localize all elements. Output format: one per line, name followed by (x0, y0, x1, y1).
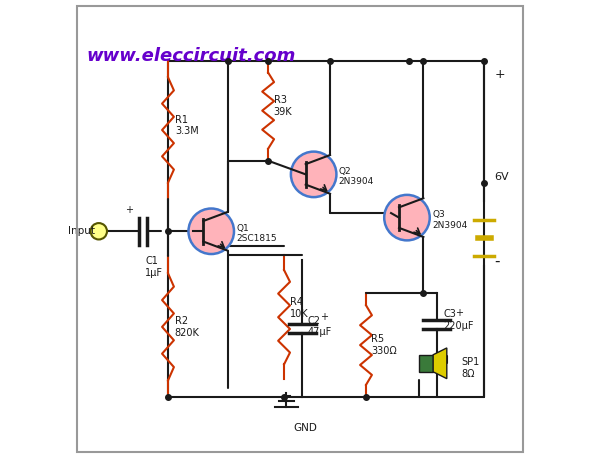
Text: R1
3.3M: R1 3.3M (175, 114, 199, 136)
Text: R3
39K: R3 39K (274, 95, 292, 117)
Text: SP1
8Ω: SP1 8Ω (461, 357, 480, 379)
Text: -: - (494, 253, 500, 268)
Text: Q2
2N3904: Q2 2N3904 (338, 167, 374, 186)
Text: +: + (494, 68, 505, 81)
Text: R5
330Ω: R5 330Ω (371, 334, 397, 356)
Text: +: + (320, 312, 328, 322)
Circle shape (291, 152, 337, 197)
Text: C3
220μF: C3 220μF (443, 309, 474, 331)
Text: R4
10K: R4 10K (290, 297, 308, 319)
Text: Q3
2N3904: Q3 2N3904 (432, 210, 467, 229)
Text: Q1
2SC1815: Q1 2SC1815 (236, 224, 277, 243)
Text: R2
820K: R2 820K (175, 316, 200, 338)
Text: www.eleccircuit.com: www.eleccircuit.com (86, 47, 295, 65)
Text: C2
47μF: C2 47μF (308, 316, 332, 337)
Text: +: + (455, 308, 463, 318)
Text: GND: GND (293, 423, 317, 433)
FancyBboxPatch shape (419, 355, 433, 372)
Text: C1
1μF: C1 1μF (145, 256, 163, 278)
Polygon shape (433, 348, 447, 379)
Text: +: + (125, 205, 133, 215)
Text: Input: Input (68, 226, 95, 236)
Text: 6V: 6V (494, 172, 509, 182)
Circle shape (384, 195, 430, 240)
Circle shape (91, 223, 107, 240)
Circle shape (188, 208, 234, 254)
